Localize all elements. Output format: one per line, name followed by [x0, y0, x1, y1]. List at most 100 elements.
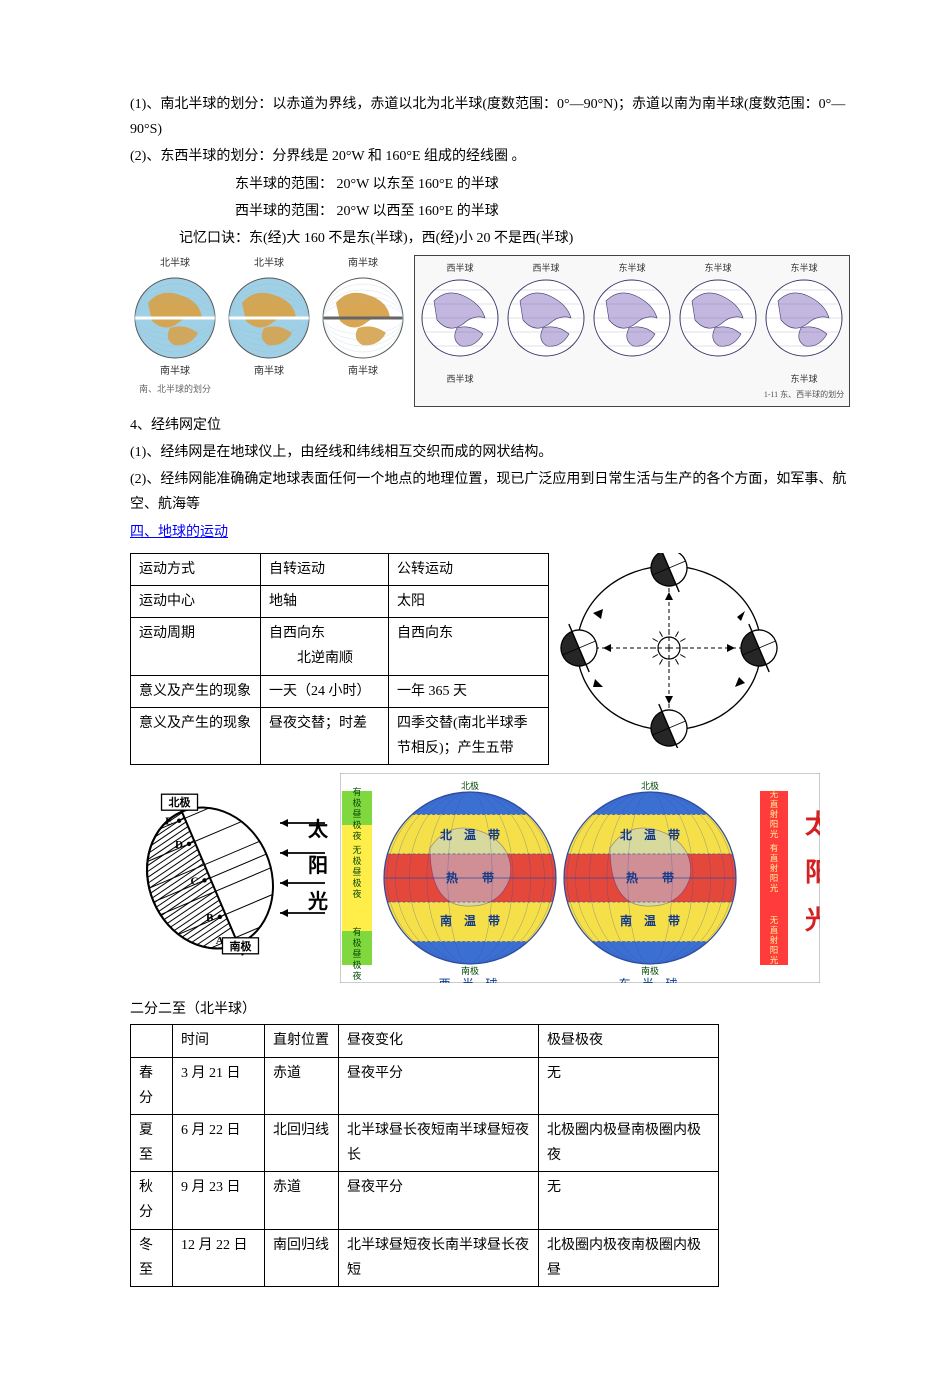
- svg-text:阳: 阳: [770, 819, 779, 829]
- zones-diagram: 有极昼极夜无极昼极夜有极昼极夜无直射阳光有直射阳光无直射阳光太阳光北 温 带热 …: [340, 773, 820, 983]
- table-cell: 赤道: [265, 1172, 339, 1229]
- table-cell: 北半球昼长夜短南半球昼短夜长: [339, 1114, 539, 1171]
- svg-text:昼: 昼: [352, 809, 361, 819]
- table-cell: 北极圈内极昼南极圈内极夜: [539, 1114, 719, 1171]
- svg-text:夜: 夜: [352, 830, 361, 841]
- table-cell: 昼夜平分: [339, 1172, 539, 1229]
- table-cell: 直射位置: [265, 1025, 339, 1057]
- svg-text:北极: 北极: [169, 795, 192, 809]
- sec4-p2: (2)、经纬网能准确确定地球表面任何一个地点的地理位置，现已广泛应用到日常生活与…: [130, 467, 855, 517]
- mini-globe: 北半球南半球: [224, 255, 314, 397]
- svg-text:北 温 带: 北 温 带: [620, 827, 680, 842]
- table-cell: 昼夜变化: [339, 1025, 539, 1057]
- sec5-link[interactable]: 四、地球的运动: [130, 525, 228, 540]
- table-cell: 夏至: [131, 1114, 173, 1171]
- table-cell: 北回归线: [265, 1114, 339, 1171]
- svg-text:极: 极: [352, 959, 361, 970]
- table-cell: [131, 1025, 173, 1057]
- svg-text:南极: 南极: [641, 965, 659, 976]
- table-cell: 赤道: [265, 1057, 339, 1114]
- table-cell: 公转运动: [389, 553, 549, 585]
- svg-text:极: 极: [352, 797, 361, 808]
- svg-text:无: 无: [770, 789, 779, 799]
- table-cell: 极昼极夜: [539, 1025, 719, 1057]
- svg-text:热 带: 热 带: [626, 870, 674, 885]
- hemispheres-figure: 北半球南半球南、北半球的划分北半球南半球南半球南半球 西半球西半球西半球东半球东…: [130, 255, 855, 407]
- para-ns-hemisphere: (1)、南北半球的划分：以赤道为界线，赤道以北为北半球(度数范围：0°—90°N…: [130, 92, 855, 142]
- movement-table: 运动方式自转运动公转运动运动中心地轴太阳运动周期自西向东 北逆南顺自西向东意义及…: [130, 553, 549, 765]
- svg-text:昼: 昼: [352, 949, 361, 959]
- table-cell: 北极圈内极夜南极圈内极昼: [539, 1229, 719, 1286]
- sec4-title: 4、经纬网定位: [130, 413, 855, 438]
- tilt-diagram: EDCBA北极南极太阳光: [130, 778, 330, 978]
- table-cell: 无: [539, 1057, 719, 1114]
- svg-text:阳: 阳: [805, 858, 820, 887]
- table-cell: 9 月 23 日: [173, 1172, 265, 1229]
- equinox-title: 二分二至（北半球）: [130, 997, 855, 1022]
- table-cell: 自西向东 北逆南顺: [261, 618, 389, 675]
- para-east-range: 东半球的范围： 20°W 以东至 160°E 的半球: [130, 172, 855, 197]
- table-cell: 昼夜交替；时差: [261, 707, 389, 764]
- mini-globe: 南半球南半球: [318, 255, 408, 397]
- ew-globe: 西半球: [505, 260, 587, 402]
- para-west-range: 西半球的范围： 20°W 以西至 160°E 的半球: [130, 199, 855, 224]
- ew-globe: 东半球: [677, 260, 759, 402]
- table-cell: 南回归线: [265, 1229, 339, 1286]
- svg-text:热 带: 热 带: [446, 870, 494, 885]
- table-cell: 时间: [173, 1025, 265, 1057]
- svg-text:南 温 带: 南 温 带: [440, 913, 500, 928]
- svg-text:夜: 夜: [352, 888, 361, 899]
- table-cell: 运动方式: [131, 553, 261, 585]
- svg-text:北极: 北极: [641, 780, 659, 791]
- svg-text:有: 有: [352, 786, 361, 797]
- table-cell: 秋分: [131, 1172, 173, 1229]
- svg-text:有: 有: [770, 843, 779, 853]
- table-cell: 春分: [131, 1057, 173, 1114]
- table-cell: 地轴: [261, 586, 389, 618]
- svg-text:极: 极: [352, 819, 361, 830]
- svg-text:太: 太: [805, 810, 820, 839]
- table-cell: 3 月 21 日: [173, 1057, 265, 1114]
- svg-text:阳: 阳: [770, 873, 779, 883]
- svg-text:光: 光: [770, 829, 779, 839]
- equinox-table: 时间直射位置昼夜变化极昼极夜春分3 月 21 日赤道昼夜平分无夏至6 月 22 …: [130, 1024, 719, 1287]
- table-cell: 昼夜平分: [339, 1057, 539, 1114]
- svg-text:阳: 阳: [770, 945, 779, 955]
- para-ew-hemisphere: (2)、东西半球的划分：分界线是 20°W 和 160°E 组成的经线圈 。: [130, 144, 855, 169]
- svg-text:光: 光: [770, 883, 779, 893]
- table-cell: 12 月 22 日: [173, 1229, 265, 1286]
- svg-text:有: 有: [352, 926, 361, 937]
- table-cell: 无: [539, 1172, 719, 1229]
- svg-text:光: 光: [307, 890, 328, 913]
- table-cell: 运动周期: [131, 618, 261, 675]
- svg-text:南极: 南极: [461, 965, 479, 976]
- svg-text:C: C: [190, 875, 198, 887]
- svg-text:E: E: [165, 816, 172, 828]
- svg-text:D: D: [175, 839, 183, 851]
- sec4-p1: (1)、经纬网是在地球仪上，由经线和纬线相互交织而成的网状结构。: [130, 440, 855, 465]
- svg-text:夜: 夜: [352, 970, 361, 981]
- table-cell: 意义及产生的现象: [131, 675, 261, 707]
- svg-text:极: 极: [352, 855, 361, 866]
- svg-text:直: 直: [770, 925, 779, 935]
- ew-globe: 西半球西半球: [419, 260, 501, 402]
- svg-text:北 温 带: 北 温 带: [440, 827, 500, 842]
- ew-globe: 东半球: [591, 260, 673, 402]
- svg-text:阳: 阳: [308, 854, 328, 877]
- svg-text:射: 射: [770, 935, 779, 945]
- orbit-diagram: ABCDN: [559, 553, 784, 748]
- svg-text:太: 太: [308, 818, 329, 841]
- svg-text:光: 光: [804, 906, 820, 935]
- table-cell: 运动中心: [131, 586, 261, 618]
- mini-globe: 北半球南半球南、北半球的划分: [130, 255, 220, 397]
- svg-text:极: 极: [352, 877, 361, 888]
- table-cell: 自西向东: [389, 618, 549, 675]
- svg-text:射: 射: [770, 809, 779, 819]
- ew-globe: 东半球东半球1-11 东、西半球的划分: [763, 260, 845, 402]
- svg-text:无: 无: [770, 915, 779, 925]
- svg-text:B: B: [206, 912, 214, 924]
- svg-text:西 半 球: 西 半 球: [439, 977, 502, 983]
- svg-text:直: 直: [770, 799, 779, 809]
- svg-text:南极: 南极: [229, 939, 252, 953]
- svg-text:东 半 球: 东 半 球: [619, 977, 682, 983]
